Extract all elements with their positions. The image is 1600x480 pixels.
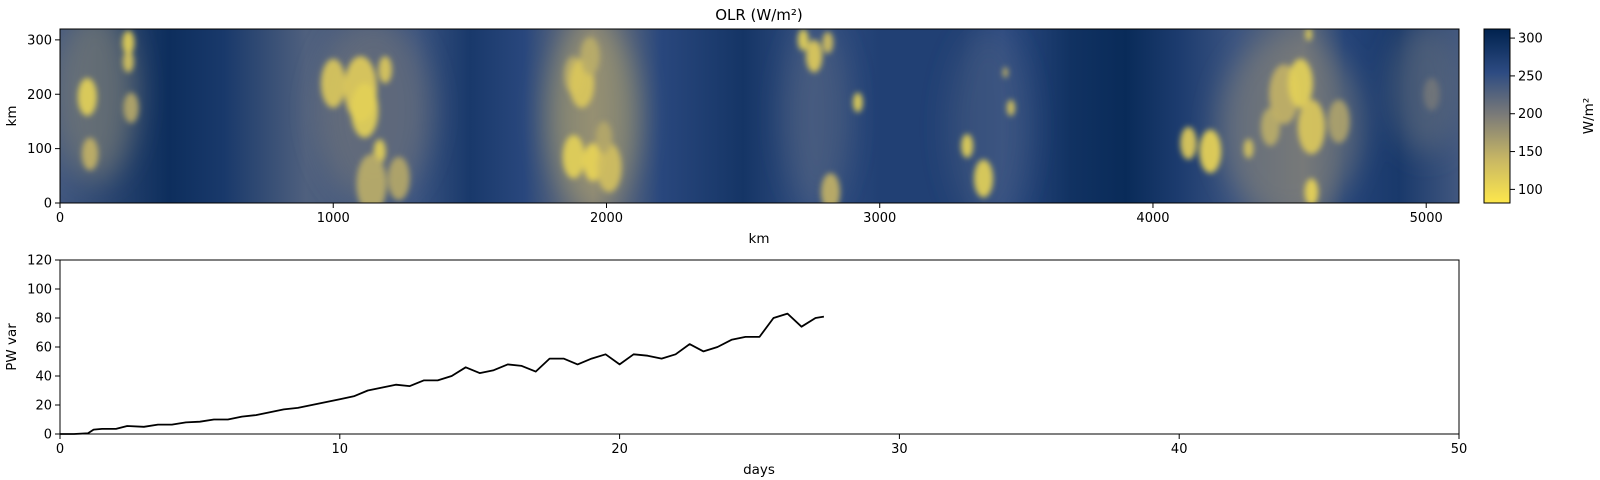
heatmap-y-tick-label: 0: [44, 197, 52, 212]
heatmap-y-ticks: 0 100 200 300: [27, 33, 60, 212]
heatmap-y-axis-label: km: [4, 106, 20, 127]
heatmap-convective-cell: [852, 92, 863, 113]
heatmap-convective-cell: [961, 133, 974, 158]
line-x-tick-label: 50: [1451, 442, 1468, 457]
line-x-tick-label: 10: [332, 442, 349, 457]
heatmap-convective-cell: [1002, 67, 1009, 78]
line-y-tick-label: 100: [27, 283, 52, 298]
heatmap-x-ticks: 0 1000 2000 3000 4000 5000: [56, 203, 1443, 226]
heatmap-convective-cell: [123, 92, 139, 124]
heatmap-convective-cell: [356, 154, 387, 203]
heatmap-y-tick-label: 200: [27, 88, 52, 103]
heatmap-convective-cell: [596, 143, 622, 193]
line-plot-frame: [59, 259, 1460, 435]
heatmap-x-tick-label: 4000: [1136, 211, 1169, 226]
heatmap-convective-cell: [1199, 129, 1222, 174]
heatmap-convective-cell: [822, 31, 834, 54]
line-y-tick-label: 60: [35, 341, 52, 356]
heatmap-x-tick-label: 0: [56, 211, 64, 226]
heatmap-convective-cell: [320, 58, 346, 108]
colorbar-tick-label: 200: [1518, 107, 1543, 122]
heatmap-convective-cell: [797, 29, 809, 51]
heatmap-y-tick-label: 100: [27, 142, 52, 157]
line-y-tick-label: 40: [35, 370, 52, 385]
line-x-ticks: 0 10 20 30 40 50: [56, 434, 1467, 457]
line-x-tick-label: 30: [891, 442, 908, 457]
heatmap-convective-cell: [1288, 58, 1313, 108]
heatmap-title: OLR (W/m²): [715, 6, 803, 24]
heatmap-convective-cell: [1423, 77, 1440, 111]
line-y-tick-label: 0: [44, 428, 52, 443]
colorbar-label: W/m²: [1581, 98, 1597, 134]
line-x-tick-label: 20: [611, 442, 628, 457]
colorbar-gradient: [1483, 28, 1511, 204]
heatmap-y-tick-label: 300: [27, 33, 52, 48]
heatmap-convective-cell: [1305, 29, 1312, 41]
heatmap-frame: [59, 28, 1460, 204]
heatmap-convective-cell: [378, 56, 392, 84]
heatmap-convective-cell: [805, 39, 823, 73]
heatmap-x-tick-label: 5000: [1410, 211, 1443, 226]
heatmap-convective-cell: [820, 173, 841, 203]
heatmap-panel: 0 1000 2000 3000 4000 5000 0 100 200 300: [27, 28, 1460, 226]
heatmap-convective-cell: [1180, 126, 1197, 160]
heatmap-convective-cell: [1006, 99, 1015, 116]
line-y-tick-label: 80: [35, 312, 52, 327]
heatmap-convective-cell: [387, 156, 410, 201]
heatmap-convective-cell: [1297, 99, 1326, 155]
heatmap-convective-cell: [1327, 99, 1350, 144]
heatmap-convective-cell: [1304, 178, 1319, 203]
heatmap-convective-cell: [1243, 138, 1254, 159]
line-x-tick-label: 0: [56, 442, 64, 457]
heatmap-convective-cell: [122, 30, 135, 55]
heatmap-x-tick-label: 2000: [590, 211, 623, 226]
heatmap-convective-cell: [81, 137, 99, 171]
heatmap-convective-cell: [351, 83, 379, 138]
colorbar-tick-label: 150: [1518, 145, 1543, 160]
heatmap-convective-cell: [77, 77, 97, 116]
heatmap-convective-cell: [122, 50, 134, 73]
heatmap-cloud-haze: [60, 29, 137, 182]
heatmap-x-tick-label: 3000: [863, 211, 896, 226]
heatmap-cloud-haze: [784, 29, 850, 203]
heatmap-convective-cell: [595, 121, 612, 155]
heatmap-convective-cell: [973, 159, 994, 198]
heatmap-haze-layer: [60, 29, 1459, 203]
line-y-ticks: 0 20 40 60 80 100 120: [27, 254, 60, 443]
heatmap-convective-cell: [580, 37, 600, 76]
line-panel: 0 10 20 30 40 50 0 20 40 60 80 100 120: [27, 254, 1467, 458]
line-x-tick-label: 40: [1171, 442, 1188, 457]
heatmap-x-axis-label: km: [749, 231, 770, 247]
line-y-axis-label: PW var: [4, 323, 20, 371]
colorbar-ticks: 100 150 200 250 300: [1510, 32, 1543, 198]
heatmap-cells-layer: [77, 29, 1440, 203]
line-x-axis-label: days: [743, 462, 775, 478]
colorbar: 100 150 200 250 300: [1483, 28, 1543, 204]
pw-var-series-line: [60, 312, 825, 435]
line-y-tick-label: 120: [27, 254, 52, 269]
colorbar-tick-label: 250: [1518, 69, 1543, 84]
heatmap-convective-cell: [562, 135, 585, 179]
colorbar-tick-label: 300: [1518, 32, 1543, 47]
colorbar-tick-label: 100: [1518, 183, 1543, 198]
line-y-tick-label: 20: [35, 399, 52, 414]
heatmap-x-tick-label: 1000: [317, 211, 350, 226]
heatmap-cloud-haze: [948, 29, 1030, 203]
